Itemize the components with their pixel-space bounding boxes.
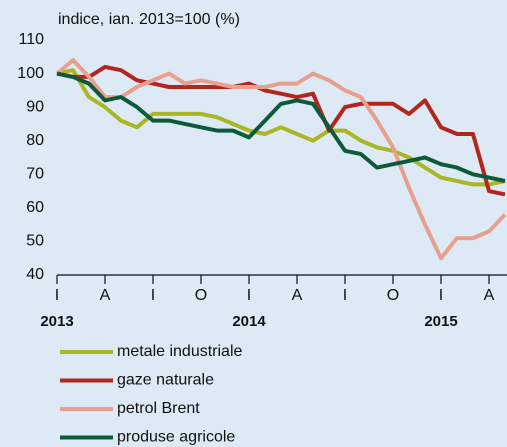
x-tick-label: I (151, 287, 155, 304)
x-tick-label: O (387, 287, 399, 304)
y-tick-label: 110 (18, 31, 44, 48)
y-tick-label: 80 (26, 132, 44, 149)
year-label: 2013 (40, 313, 73, 330)
series-line (55, 58, 507, 261)
series-line (56, 68, 506, 187)
legend-label: gaze naturale (117, 372, 214, 389)
y-tick-label: 90 (26, 98, 44, 115)
y-tick-label: 70 (26, 166, 44, 183)
legend-label: metale industriale (117, 343, 243, 360)
chart-title: indice, ian. 2013=100 (%) (58, 11, 240, 28)
x-tick-label: I (247, 287, 251, 304)
legend-label: petrol Brent (117, 400, 200, 417)
year-label: 2014 (232, 313, 266, 330)
x-tick-label: A (484, 287, 495, 304)
y-tick-label: 40 (26, 266, 44, 283)
x-tick-label: O (195, 287, 207, 304)
x-tick-label: I (343, 287, 347, 304)
year-label: 2015 (424, 313, 457, 330)
y-tick-label: 100 (17, 65, 44, 82)
x-tick-label: A (100, 287, 111, 304)
y-tick-label: 60 (26, 199, 44, 216)
series-line (56, 64, 506, 197)
x-tick-label: I (439, 287, 443, 304)
y-tick-label: 50 (26, 233, 44, 250)
legend-label: produse agricole (117, 429, 235, 446)
series-line (56, 71, 506, 183)
x-tick-label: I (55, 287, 59, 304)
x-tick-label: A (292, 287, 303, 304)
